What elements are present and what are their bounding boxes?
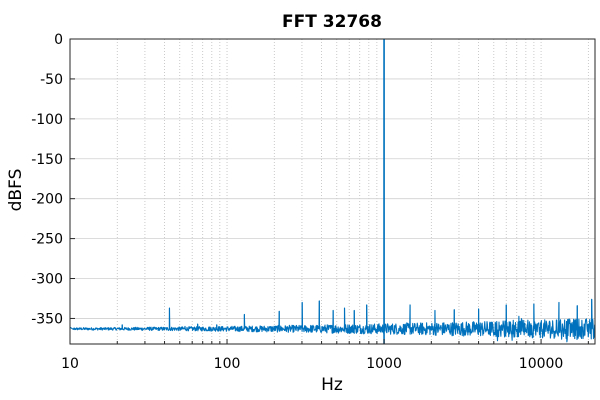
y-tick-label: -250 <box>31 232 63 248</box>
y-tick-label: -300 <box>31 272 63 288</box>
y-tick-label: -200 <box>31 192 63 208</box>
x-tick-label: 10000 <box>519 356 564 372</box>
x-tick-label: 100 <box>214 356 241 372</box>
axis-ticks: 0 -50 -100 -150 -200 -250 -300 -350 10 100 1000 100… <box>31 32 589 372</box>
x-tick-label: 10 <box>61 356 79 372</box>
y-tick-label: -350 <box>31 311 63 327</box>
spectrum-line <box>69 38 596 343</box>
y-tick-label: -150 <box>31 152 63 168</box>
y-tick-label: -100 <box>31 112 63 128</box>
y-tick-label: 0 <box>54 32 63 48</box>
x-axis-label: Hz <box>321 375 343 395</box>
x-tick-label: 1000 <box>366 356 402 372</box>
y-axis-label: dBFS <box>6 169 26 212</box>
y-tick-label: -50 <box>40 72 63 88</box>
grid-lines <box>69 38 595 344</box>
chart-title: FFT 32768 <box>282 12 382 32</box>
plot-frame <box>69 38 596 345</box>
plot-series <box>69 38 596 344</box>
